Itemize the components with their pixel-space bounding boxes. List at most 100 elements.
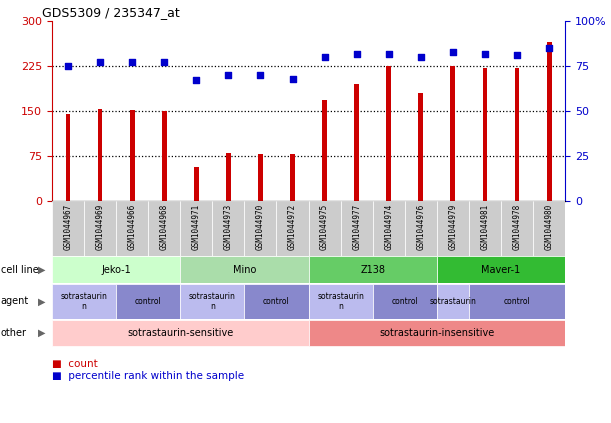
Text: Z138: Z138 — [360, 265, 385, 275]
Bar — [52, 256, 180, 283]
Bar — [483, 68, 488, 201]
Bar — [437, 256, 565, 283]
Point — [95, 59, 105, 66]
Text: GSM1044980: GSM1044980 — [544, 204, 554, 250]
Text: GSM1044976: GSM1044976 — [416, 204, 425, 250]
Text: GSM1044972: GSM1044972 — [288, 204, 297, 250]
Text: GSM1044981: GSM1044981 — [480, 204, 489, 250]
Point — [63, 63, 73, 69]
Bar — [98, 109, 103, 201]
Bar — [373, 284, 437, 319]
Text: GSM1044979: GSM1044979 — [448, 204, 458, 250]
Bar — [437, 201, 469, 256]
Text: control: control — [135, 297, 161, 306]
Point — [255, 72, 265, 79]
Bar — [148, 201, 180, 256]
Point — [512, 52, 522, 59]
Text: sotrastaurin
n: sotrastaurin n — [189, 292, 236, 311]
Bar — [309, 320, 565, 346]
Text: GSM1044969: GSM1044969 — [95, 204, 104, 250]
Text: Mino: Mino — [233, 265, 256, 275]
Text: GSM1044967: GSM1044967 — [64, 204, 73, 250]
Text: sotrastaurin-sensitive: sotrastaurin-sensitive — [127, 328, 233, 338]
Bar — [180, 284, 244, 319]
Bar — [450, 66, 455, 201]
Bar — [162, 111, 167, 201]
Point — [191, 77, 201, 84]
Point — [448, 48, 458, 55]
Bar — [501, 201, 533, 256]
Bar — [65, 114, 70, 201]
Text: ▶: ▶ — [38, 328, 45, 338]
Text: GSM1044977: GSM1044977 — [352, 204, 361, 250]
Bar — [194, 167, 199, 201]
Bar — [116, 284, 180, 319]
Bar — [52, 320, 309, 346]
Bar — [116, 201, 148, 256]
Text: GSM1044974: GSM1044974 — [384, 204, 393, 250]
Text: sotrastaurin
n: sotrastaurin n — [60, 292, 108, 311]
Text: sotrastaurin
n: sotrastaurin n — [317, 292, 364, 311]
Bar — [180, 256, 309, 283]
Bar — [373, 201, 404, 256]
Text: sotrastaurin: sotrastaurin — [430, 297, 477, 306]
Text: GSM1044968: GSM1044968 — [159, 204, 169, 250]
Bar — [276, 201, 309, 256]
Bar — [84, 201, 116, 256]
Point — [352, 50, 362, 57]
Point — [544, 45, 554, 52]
Bar — [469, 201, 501, 256]
Bar — [290, 154, 295, 201]
Text: ■  percentile rank within the sample: ■ percentile rank within the sample — [52, 371, 244, 382]
Bar — [437, 284, 469, 319]
Bar — [419, 93, 423, 201]
Bar — [309, 201, 341, 256]
Bar — [341, 201, 373, 256]
Text: ▶: ▶ — [38, 297, 45, 306]
Point — [320, 54, 329, 60]
Text: control: control — [503, 297, 530, 306]
Text: GSM1044970: GSM1044970 — [256, 204, 265, 250]
Bar — [514, 68, 519, 201]
Bar — [52, 201, 84, 256]
Bar — [309, 256, 437, 283]
Bar — [52, 284, 116, 319]
Text: control: control — [263, 297, 290, 306]
Text: GDS5309 / 235347_at: GDS5309 / 235347_at — [42, 5, 180, 19]
Text: agent: agent — [1, 297, 29, 306]
Text: sotrastaurin-insensitive: sotrastaurin-insensitive — [379, 328, 494, 338]
Point — [159, 59, 169, 66]
Bar — [533, 201, 565, 256]
Bar — [244, 284, 309, 319]
Text: control: control — [392, 297, 418, 306]
Text: ■  count: ■ count — [52, 359, 98, 369]
Point — [288, 75, 298, 82]
Text: other: other — [1, 328, 27, 338]
Bar — [354, 84, 359, 201]
Text: GSM1044975: GSM1044975 — [320, 204, 329, 250]
Bar — [180, 201, 213, 256]
Point — [416, 54, 426, 60]
Text: Maver-1: Maver-1 — [481, 265, 521, 275]
Bar — [309, 284, 373, 319]
Point — [480, 50, 490, 57]
Text: GSM1044966: GSM1044966 — [128, 204, 137, 250]
Point — [127, 59, 137, 66]
Bar — [386, 66, 391, 201]
Bar — [258, 154, 263, 201]
Bar — [213, 201, 244, 256]
Bar — [322, 100, 327, 201]
Bar — [469, 284, 565, 319]
Text: GSM1044978: GSM1044978 — [513, 204, 522, 250]
Bar — [547, 42, 552, 201]
Point — [224, 72, 233, 79]
Text: Jeko-1: Jeko-1 — [101, 265, 131, 275]
Bar — [244, 201, 277, 256]
Bar — [405, 201, 437, 256]
Point — [384, 50, 393, 57]
Bar — [226, 153, 231, 201]
Text: cell line: cell line — [1, 265, 38, 275]
Text: ▶: ▶ — [38, 265, 45, 275]
Text: GSM1044973: GSM1044973 — [224, 204, 233, 250]
Text: GSM1044971: GSM1044971 — [192, 204, 201, 250]
